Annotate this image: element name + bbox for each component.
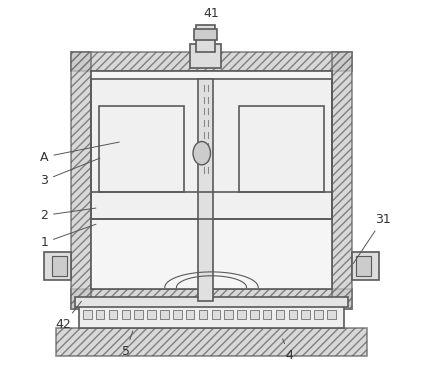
Bar — [99, 107, 184, 192]
Bar — [302, 310, 310, 319]
Text: 5: 5 — [122, 331, 133, 358]
Text: 42: 42 — [56, 301, 81, 331]
Bar — [314, 310, 323, 319]
Bar — [96, 310, 104, 319]
Bar — [56, 328, 367, 356]
Text: 4: 4 — [283, 339, 293, 362]
Bar — [196, 25, 215, 52]
Text: 2: 2 — [40, 208, 96, 222]
Bar — [99, 107, 184, 192]
Bar — [95, 192, 328, 216]
Bar — [121, 310, 130, 319]
Bar — [173, 310, 181, 319]
Bar — [91, 71, 332, 289]
Bar — [52, 256, 68, 276]
Bar — [79, 305, 344, 328]
Bar — [263, 310, 272, 319]
Text: A: A — [40, 142, 119, 163]
Bar — [288, 310, 297, 319]
Bar — [198, 79, 214, 301]
Bar — [71, 289, 352, 309]
Bar — [186, 310, 195, 319]
Bar — [194, 29, 217, 40]
Bar — [327, 310, 336, 319]
Bar — [212, 310, 220, 319]
Bar — [352, 252, 379, 279]
Bar — [199, 310, 207, 319]
Bar — [71, 52, 91, 309]
Bar — [109, 310, 117, 319]
Bar — [332, 52, 352, 309]
Bar — [276, 310, 284, 319]
Bar — [135, 310, 143, 319]
Bar — [147, 310, 156, 319]
Bar — [239, 107, 324, 192]
Bar — [355, 256, 371, 276]
Bar — [237, 310, 246, 319]
Bar — [75, 297, 348, 307]
Text: 41: 41 — [203, 7, 220, 26]
Bar — [160, 310, 169, 319]
Bar — [71, 52, 352, 71]
Bar — [44, 252, 71, 279]
Bar — [250, 310, 258, 319]
Bar — [190, 44, 221, 67]
Text: 3: 3 — [40, 158, 100, 187]
Bar — [91, 79, 332, 220]
Bar — [239, 107, 324, 192]
Bar — [224, 310, 233, 319]
Text: 31: 31 — [353, 213, 390, 264]
Text: 1: 1 — [40, 224, 96, 249]
Bar — [83, 310, 92, 319]
Ellipse shape — [193, 142, 211, 165]
